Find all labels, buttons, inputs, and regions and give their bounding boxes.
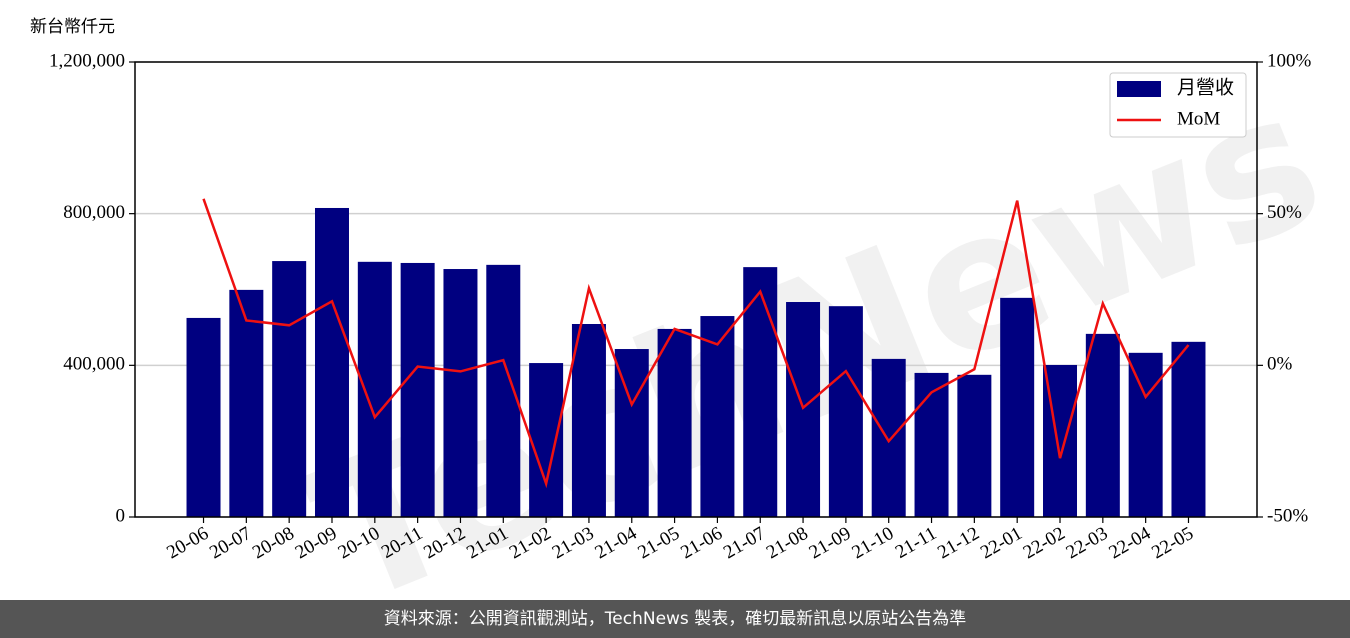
bar xyxy=(529,363,564,517)
y2-tick-label: 0% xyxy=(1267,354,1293,375)
bar xyxy=(1000,297,1035,517)
source-note: 資料來源：公開資訊觀測站，TechNews 製表，確切最新訊息以原站公告為準 xyxy=(384,609,966,629)
legend-label: MoM xyxy=(1177,108,1220,129)
bar xyxy=(229,289,264,517)
bar xyxy=(186,317,221,517)
bar xyxy=(657,328,692,517)
bar xyxy=(828,306,863,517)
legend-swatch xyxy=(1117,81,1161,97)
bar xyxy=(1128,352,1163,517)
bar xyxy=(272,261,307,517)
bar xyxy=(743,267,778,517)
bar xyxy=(1171,341,1206,517)
y-tick-label: 1,200,000 xyxy=(49,50,125,71)
legend-label: 月營收 xyxy=(1177,76,1234,98)
y-axis-label: 新台幣仟元 xyxy=(30,17,115,37)
y-tick-label: 400,000 xyxy=(63,354,125,375)
bar xyxy=(314,207,349,517)
footer xyxy=(0,600,1350,638)
bar xyxy=(957,374,992,517)
bar xyxy=(357,261,392,517)
y2-tick-label: -50% xyxy=(1267,505,1308,526)
y-tick-label: 0 xyxy=(116,505,126,526)
bar xyxy=(786,302,821,517)
bar xyxy=(871,358,906,517)
bar xyxy=(400,262,435,517)
y2-tick-label: 50% xyxy=(1267,202,1302,223)
plot-frame xyxy=(134,61,1258,518)
line xyxy=(202,198,1190,489)
y2-tick-label: 100% xyxy=(1267,50,1312,71)
bar xyxy=(571,324,606,517)
bar xyxy=(443,269,478,517)
bar xyxy=(700,316,735,517)
bar xyxy=(1085,333,1120,517)
bar xyxy=(914,372,949,517)
y-tick-label: 800,000 xyxy=(63,202,125,223)
